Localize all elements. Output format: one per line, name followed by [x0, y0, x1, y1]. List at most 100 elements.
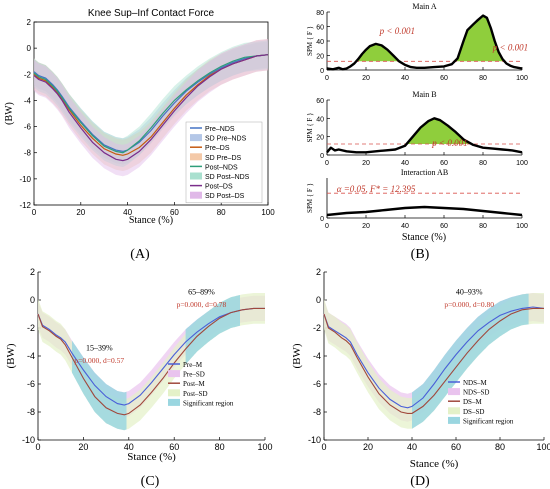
- b1-y-tick-label: 40: [316, 39, 324, 46]
- a-x-axis-label: Stance (%): [129, 215, 173, 226]
- a-legend-label: SD Post–DS: [205, 193, 245, 200]
- c-y-axis-label: (BW): [5, 343, 17, 368]
- b1-y-tick-label: 60: [316, 25, 324, 32]
- c-region-range-label: 15–39%: [86, 343, 113, 352]
- d-y-tick-label: -10: [308, 435, 321, 445]
- d-legend-label: DS–M: [463, 398, 482, 406]
- c-y-tick-label: -10: [22, 435, 35, 445]
- c-legend-label: Post–M: [183, 380, 206, 388]
- d-x-tick-label: 100: [536, 442, 550, 452]
- b2-x-tick-label: 20: [362, 160, 370, 167]
- b2-y-tick-label: 0: [320, 153, 324, 160]
- d-region-stats-label: p=0.000, d=0.80: [444, 300, 494, 309]
- b2-y-tick-label: 60: [316, 98, 324, 105]
- b3-annotation: α =0.05, F* = 12.395: [337, 184, 416, 194]
- d-significant-region-1: [412, 293, 529, 429]
- b3-x-tick-label: 60: [440, 223, 448, 230]
- c-x-tick-label: 100: [257, 442, 272, 452]
- b2-x-tick-label: 0: [325, 160, 329, 167]
- d-x-axis-label: Stance (%): [410, 458, 459, 470]
- c-legend-label: Significant region: [183, 399, 234, 407]
- c-region-stats-label: p=0.000, d=0.78: [177, 300, 227, 309]
- a-chart-title: Knee Sup–Inf Contact Force: [88, 8, 215, 19]
- b1-y-axis-label: SPM { F }: [306, 26, 314, 56]
- b1-x-tick-label: 40: [401, 75, 409, 82]
- c-significant-region-1: [72, 340, 127, 431]
- a-y-tick-label: -2: [24, 70, 32, 79]
- d-x-tick-label: 0: [321, 442, 326, 452]
- b3-x-tick-label: 20: [362, 223, 370, 230]
- b1-x-tick-label: 0: [325, 75, 329, 82]
- d-y-tick-label: -2: [313, 323, 321, 333]
- b1-x-tick-label: 80: [479, 75, 487, 82]
- d-y-tick-label: 2: [316, 267, 321, 277]
- a-legend-swatch: [190, 191, 202, 199]
- b2-y-tick-label: 40: [316, 116, 324, 123]
- c-legend-swatch: [168, 389, 180, 397]
- b3-spm-curve: [326, 205, 523, 217]
- b2-x-tick-label: 100: [516, 160, 528, 167]
- a-y-tick-label: 2: [27, 18, 32, 27]
- d-y-tick-label: -4: [313, 351, 321, 361]
- b2-spm-curve: [326, 117, 523, 154]
- b2-x-tick-label: 80: [479, 160, 487, 167]
- c-x-axis-label: Stance (%): [127, 451, 176, 463]
- a-y-tick-label: -6: [24, 123, 32, 132]
- a-legend-label: SD Post–NDS: [205, 174, 250, 181]
- b1-spm-curve: [326, 14, 523, 71]
- d-x-tick-label: 80: [495, 442, 505, 452]
- d-y-tick-label: 0: [316, 295, 321, 305]
- b3-y-tick-label: 0: [320, 216, 324, 223]
- a-plot-frame: [33, 21, 269, 206]
- b2-title: Main B: [412, 90, 436, 99]
- d-region-range-label: 40–93%: [456, 287, 483, 296]
- panel-label-a: (A): [130, 247, 150, 262]
- a-legend-label: Post–NDS: [205, 164, 238, 171]
- c-y-tick-label: -4: [27, 351, 35, 361]
- c-x-tick-label: 20: [78, 442, 88, 452]
- c-significant-region-2: [185, 295, 240, 365]
- d-legend-swatch: [448, 416, 460, 424]
- c-region-stats-label: p=0.000, d=0.57: [74, 356, 124, 365]
- c-y-tick-label: 0: [30, 295, 35, 305]
- c-x-tick-label: 40: [124, 442, 134, 452]
- b1-y-tick-label: 0: [320, 68, 324, 75]
- c-y-tick-label: -8: [27, 407, 35, 417]
- b1-annotation: p < 0.001: [492, 42, 528, 52]
- a-y-axis-label: (BW): [4, 102, 15, 125]
- b2-x-tick-label: 40: [401, 160, 409, 167]
- a-legend-swatch: [190, 134, 202, 142]
- panel-b: 0 20 40 60 80 100 0 20 40 60 80 Main A SPM { F } p < …: [306, 2, 528, 243]
- d-y-axis-label: (BW): [291, 343, 303, 368]
- c-y-tick-label: -2: [27, 323, 35, 333]
- b3-x-tick-label: 100: [516, 223, 528, 230]
- a-x-tick-label: 20: [76, 208, 85, 217]
- d-mean-line-2: [323, 307, 544, 414]
- a-x-tick-label: 0: [32, 208, 37, 217]
- c-region-range-label: 65–89%: [188, 287, 215, 296]
- b1-annotation: p < 0.001: [379, 26, 415, 36]
- d-x-tick-label: 20: [363, 442, 373, 452]
- a-x-tick-label: 40: [123, 208, 132, 217]
- b3-x-tick-label: 80: [479, 223, 487, 230]
- a-y-tick-label: -10: [19, 175, 31, 184]
- d-x-tick-label: 40: [407, 442, 417, 452]
- a-x-tick-label: 60: [170, 208, 179, 217]
- a-legend-label: Post–DS: [205, 184, 233, 191]
- a-x-tick-label: 100: [261, 208, 275, 217]
- d-y-tick-label: -8: [313, 407, 321, 417]
- b1-cluster-fill: [455, 15, 504, 62]
- b3-x-tick-label: 40: [401, 223, 409, 230]
- b2-annotation: p < 0.001: [431, 138, 467, 148]
- panel-label-b: (B): [411, 247, 430, 262]
- b1-x-tick-label: 20: [362, 75, 370, 82]
- c-x-tick-label: 80: [215, 442, 225, 452]
- a-legend-swatch: [190, 172, 202, 180]
- c-legend-label: Pre–M: [183, 361, 203, 369]
- a-legend-label: Pre–DS: [205, 145, 230, 152]
- d-mean-line-1: [323, 306, 545, 409]
